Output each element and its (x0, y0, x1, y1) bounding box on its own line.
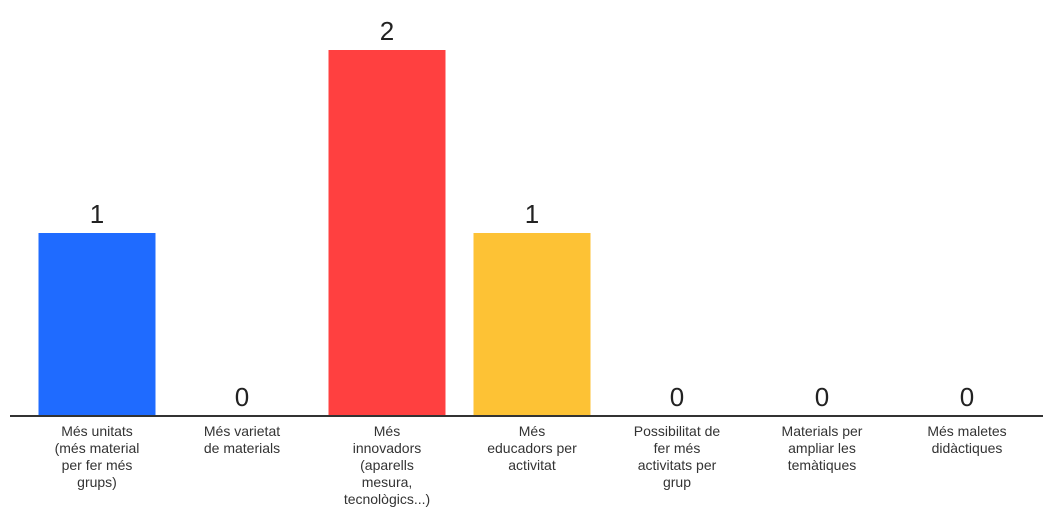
category-label-line: Més varietat (204, 423, 280, 439)
category-label-line: de materials (204, 440, 280, 456)
category-label-line: per fer més (62, 457, 133, 473)
category-label-line: Més (374, 423, 400, 439)
category-label-line: Més (519, 423, 545, 439)
category-label-line: Més unitats (61, 423, 133, 439)
category-label-line: Materials per (782, 423, 863, 439)
bar-3 (328, 50, 446, 416)
category-label-7: Més maletes didàctiques (927, 423, 1006, 456)
category-labels-group: Més unitats (més material per fer més grups… (55, 423, 1007, 507)
category-label-line: didàctiques (932, 440, 1003, 456)
category-label-line: Més maletes (927, 423, 1006, 439)
category-label-6: Materials per ampliar les temàtiques (782, 423, 863, 473)
bars-group (38, 50, 591, 416)
category-label-1: Més unitats (més material per fer més grups… (55, 423, 140, 490)
value-label-6: 0 (815, 382, 829, 412)
category-label-line: (aparells (360, 457, 414, 473)
category-label-line: grup (663, 474, 691, 490)
category-label-line: educadors per (487, 440, 577, 456)
value-label-3: 2 (380, 16, 394, 46)
category-label-line: activitat (508, 457, 556, 473)
category-label-line: tecnològics...) (344, 491, 430, 507)
value-labels-group: 1 0 2 1 0 0 0 (90, 16, 974, 412)
bar-4 (473, 233, 591, 416)
category-label-line: innovadors (353, 440, 422, 456)
value-label-7: 0 (960, 382, 974, 412)
category-label-line: Possibilitat de (634, 423, 721, 439)
category-label-2: Més varietat de materials (204, 423, 280, 456)
category-label-3: Més innovadors (aparells mesura, tecnològics… (344, 423, 430, 507)
category-label-line: ampliar les (788, 440, 856, 456)
category-label-line: fer més (654, 440, 701, 456)
bar-1 (38, 233, 156, 416)
value-label-5: 0 (670, 382, 684, 412)
category-label-line: temàtiques (788, 457, 856, 473)
value-label-2: 0 (235, 382, 249, 412)
category-label-line: (més material (55, 440, 140, 456)
value-label-1: 1 (90, 199, 104, 229)
category-label-5: Possibilitat de fer més activitats per grup (634, 423, 721, 490)
value-label-4: 1 (525, 199, 539, 229)
category-label-line: mesura, (362, 474, 413, 490)
category-label-line: grups) (77, 474, 117, 490)
category-label-4: Més educadors per activitat (487, 423, 577, 473)
category-label-line: activitats per (638, 457, 717, 473)
